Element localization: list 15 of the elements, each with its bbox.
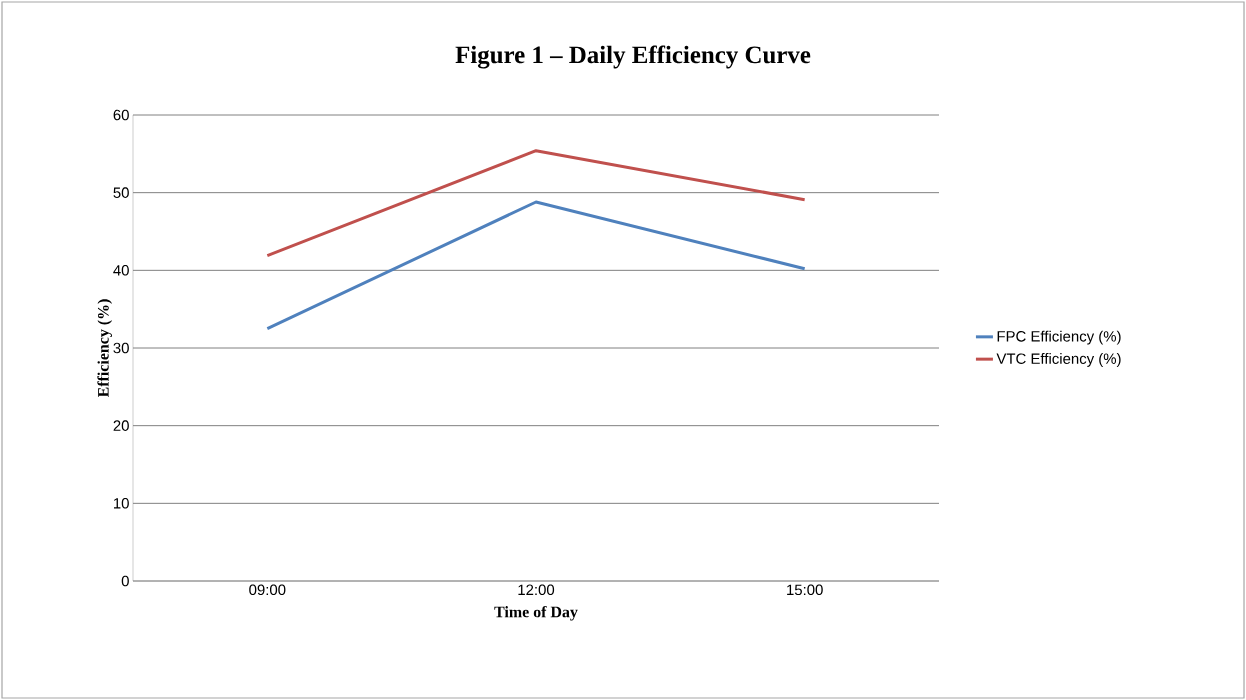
y-tick-label: 60 [113, 109, 129, 121]
y-axis-title: Efficiency (%) [97, 299, 113, 398]
x-axis-title: Time of Day [494, 605, 578, 621]
y-tick-label: 0 [121, 575, 129, 587]
y-tick-label: 50 [113, 187, 129, 198]
x-tick-label: 12:00 [518, 584, 555, 596]
y-tick-label: 40 [113, 265, 129, 276]
x-tick-label: 15:00 [787, 584, 823, 596]
chart-title: Figure 1 – Daily Efficiency Curve [455, 45, 811, 69]
legend-label: VTC Efficiency (%) [996, 352, 1121, 367]
y-tick-label: 20 [113, 420, 129, 431]
x-tick-label: 09:00 [249, 584, 286, 596]
y-tick-label: 10 [114, 498, 129, 509]
legend-label: FPC Efficiency (%) [997, 330, 1121, 345]
y-tick-label: 30 [113, 342, 129, 354]
